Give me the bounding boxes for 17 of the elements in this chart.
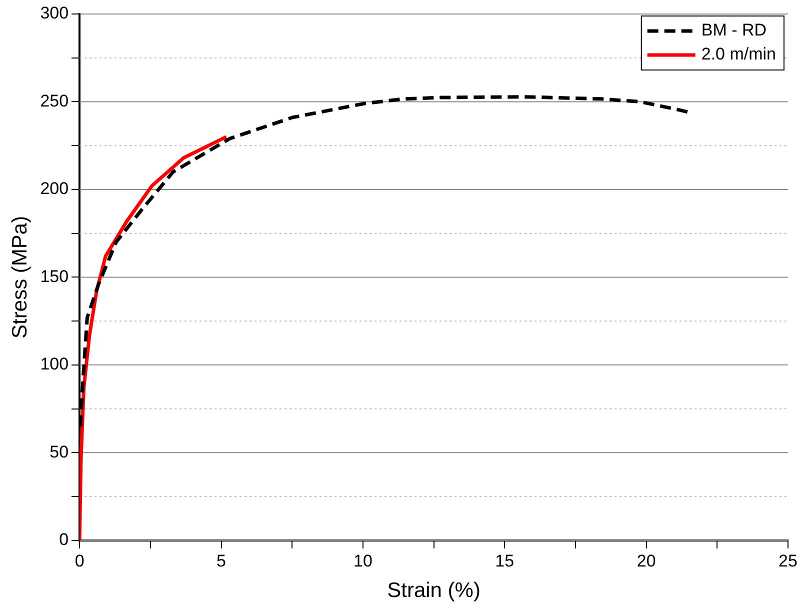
x-tick-label: 25 xyxy=(778,551,798,570)
x-tick-label: 20 xyxy=(636,551,656,570)
x-tick-label: 0 xyxy=(74,551,84,570)
y-axis-title: Stress (MPa) xyxy=(8,216,32,338)
y-tick-label: 150 xyxy=(40,266,69,286)
x-axis-title: Strain (%) xyxy=(387,579,480,602)
y-tick-label: 250 xyxy=(40,91,69,110)
y-tick-label: 200 xyxy=(40,179,69,198)
y-tick-label: 100 xyxy=(40,354,69,374)
legend-label: BM - RD xyxy=(701,20,767,40)
y-tick-label: 50 xyxy=(50,442,69,462)
x-tick-label: 10 xyxy=(353,551,372,570)
y-tick-label: 300 xyxy=(40,4,69,23)
x-tick-label: 15 xyxy=(495,551,514,570)
y-tick-label: 0 xyxy=(59,530,69,550)
x-tick-label: 5 xyxy=(216,551,226,570)
legend-label: 2.0 m/min xyxy=(701,44,776,64)
